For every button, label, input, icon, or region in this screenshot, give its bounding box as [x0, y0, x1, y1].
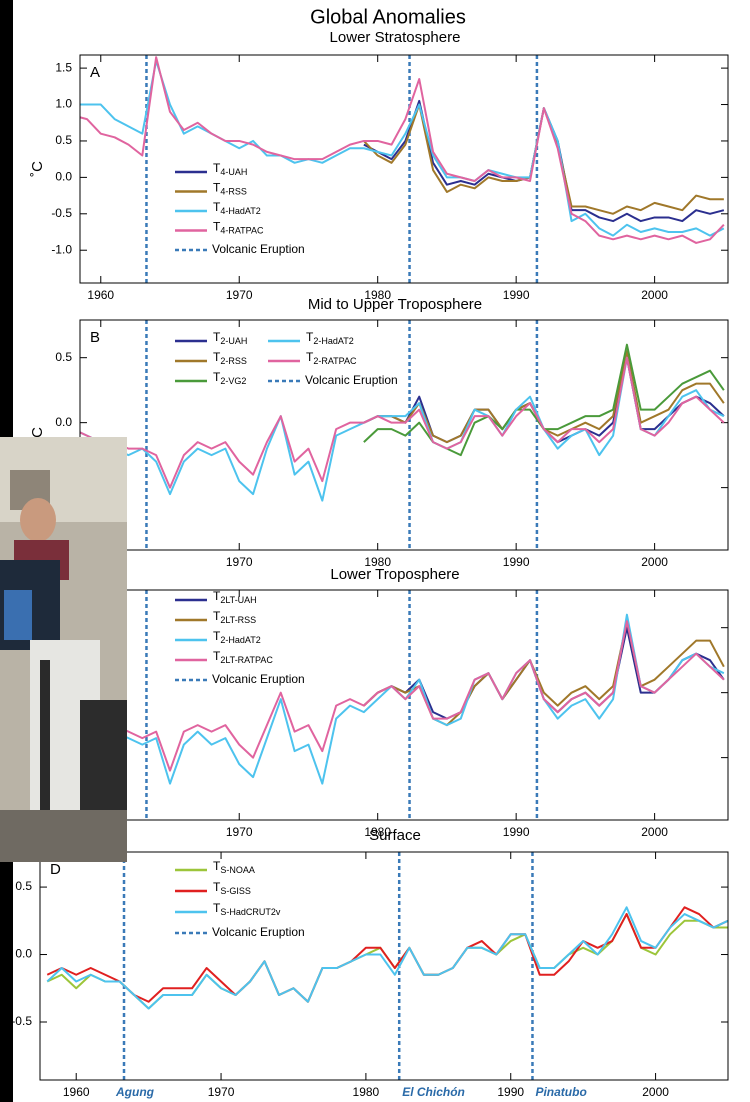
series-line	[80, 56, 725, 244]
x-tick-label: 1990	[503, 555, 530, 569]
figure-title: Global Anomalies	[310, 6, 466, 28]
panel-title: Surface	[369, 827, 421, 844]
legend-label: T4-RSS	[213, 181, 247, 197]
photo-desk	[0, 810, 127, 862]
photo-face	[20, 498, 56, 542]
x-tick-label: 1980	[364, 288, 391, 302]
panel: Lower Stratosphere 1.5 1.0 0.5 0.0 -0.5 -1.0 19…	[29, 29, 729, 302]
plot-frame	[79, 54, 729, 284]
legend-label: Volcanic Eruption	[212, 672, 305, 686]
x-tick-label: 1960	[87, 288, 114, 302]
legend-label: T4-HadAT2	[213, 200, 261, 216]
legend-label: T2LT-RSS	[213, 609, 256, 625]
legend-label: T2-HadAT2	[306, 330, 354, 346]
series-group	[80, 56, 725, 244]
x-tick-label: 1990	[503, 825, 530, 839]
legend-label: TS-HadCRUT2v	[213, 901, 281, 917]
legend-label: T4-RATPAC	[213, 220, 264, 236]
panel-title: Lower Stratosphere	[330, 29, 461, 46]
y-tick-label: 0.5	[15, 879, 32, 893]
legend-label: TS-NOAA	[213, 859, 255, 875]
series-line	[80, 59, 725, 237]
eruption-label: El Chichón	[402, 1085, 465, 1099]
panel-label: B	[90, 329, 100, 346]
panel-title: Lower Troposphere	[330, 566, 459, 583]
legend-label: TS-GISS	[213, 880, 251, 896]
x-tick-label: 2000	[642, 1085, 669, 1099]
x-tick-label: 1980	[364, 825, 391, 839]
legend-label: T2-RSS	[213, 350, 247, 366]
legend-label: T2LT-RATPAC	[213, 649, 273, 665]
photo-binder	[40, 660, 50, 820]
y-tick-label: 1.0	[55, 97, 72, 111]
legend-label: T2-HadAT2	[213, 629, 261, 645]
y-tick-label: 0.0	[15, 947, 32, 961]
eruption-label: Agung	[115, 1085, 155, 1099]
series-line	[80, 356, 725, 489]
legend-label: Volcanic Eruption	[305, 373, 398, 387]
y-tick-label: -1.0	[51, 242, 72, 256]
x-tick-label: 1960	[63, 1085, 90, 1099]
series-line	[80, 620, 725, 772]
series-line	[80, 356, 725, 502]
x-tick-label: 2000	[641, 555, 668, 569]
legend-label: T2-VG2	[213, 370, 246, 386]
series-group	[46, 906, 728, 1010]
panel-label: D	[50, 861, 61, 878]
legend-label: Volcanic Eruption	[212, 925, 305, 939]
legend-label: T2LT-UAH	[213, 589, 257, 605]
legend-label: T2-UAH	[213, 330, 247, 346]
series-group	[80, 343, 725, 502]
photo-screen	[4, 590, 32, 640]
y-axis-title: ˚C	[29, 161, 46, 177]
legend-label: Volcanic Eruption	[212, 242, 305, 256]
plot-frame	[79, 319, 729, 551]
series-group	[80, 613, 725, 785]
x-tick-label: 1970	[226, 825, 253, 839]
panel-title: Mid to Upper Troposphere	[308, 296, 482, 313]
x-tick-label: 2000	[641, 288, 668, 302]
photo	[0, 437, 127, 862]
y-tick-label: 0.0	[55, 415, 72, 429]
x-tick-label: 1990	[503, 288, 530, 302]
y-tick-label: 0.5	[55, 350, 72, 364]
y-tick-label: 0.5	[55, 133, 72, 147]
x-tick-label: 1970	[208, 1085, 235, 1099]
x-tick-label: 1970	[226, 555, 253, 569]
y-tick-label: -0.5	[51, 206, 72, 220]
x-tick-label: 1990	[497, 1085, 524, 1099]
x-tick-label: 2000	[641, 825, 668, 839]
legend-label: T4-UAH	[213, 161, 247, 177]
y-tick-label: -0.5	[11, 1014, 32, 1028]
x-tick-label: 1980	[364, 555, 391, 569]
y-tick-label: 0.0	[55, 170, 72, 184]
series-line	[46, 906, 728, 1003]
panel-label: A	[90, 64, 100, 81]
series-line	[46, 906, 728, 1010]
eruption-label: Pinatubo	[535, 1085, 586, 1099]
photo-printer	[80, 700, 127, 830]
x-tick-label: 1980	[353, 1085, 380, 1099]
plot-frame	[39, 851, 729, 1081]
legend-label: T2-RATPAC	[306, 350, 357, 366]
x-tick-label: 1970	[226, 288, 253, 302]
y-tick-label: 1.5	[55, 60, 72, 74]
